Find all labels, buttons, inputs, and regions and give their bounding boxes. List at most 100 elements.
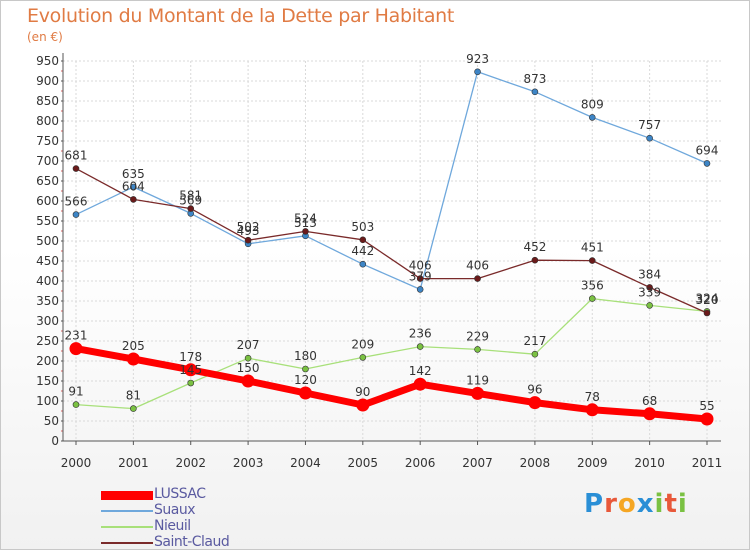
y-tick-label: 550 — [36, 214, 59, 228]
data-point-suaux — [416, 286, 424, 293]
data-label-lussac: 78 — [585, 390, 600, 404]
series-line-saint-claud — [75, 168, 708, 314]
data-label-lussac: 96 — [527, 383, 542, 397]
data-label-saint-claud: 604 — [122, 179, 145, 193]
data-point-saint-claud — [588, 257, 596, 264]
data-point-lussac — [643, 407, 657, 421]
data-label-saint-claud: 524 — [294, 211, 317, 225]
data-point-nieuil — [416, 343, 424, 350]
data-point-lussac — [126, 352, 140, 366]
data-point-saint-claud — [302, 228, 309, 235]
x-tick-label: 2007 — [462, 456, 493, 470]
y-tick-label: 800 — [36, 114, 59, 128]
data-label-nieuil: 180 — [294, 349, 317, 363]
data-point-lussac — [241, 374, 255, 388]
data-point-nieuil — [130, 405, 137, 412]
logo-letter: x — [636, 489, 655, 519]
data-point-lussac — [69, 342, 83, 356]
data-label-suaux: 493 — [237, 224, 260, 238]
y-tick-label: 450 — [36, 254, 59, 268]
y-tick-label: 350 — [36, 294, 59, 308]
series-line-lussac — [75, 345, 708, 423]
data-label-nieuil: 207 — [237, 338, 260, 352]
legend-label: LUSSAC — [154, 486, 206, 502]
data-label-saint-claud: 581 — [179, 189, 202, 203]
series-line-nieuil — [75, 297, 708, 410]
legend-label: Nieuil — [154, 518, 191, 534]
y-tick-label: 700 — [36, 154, 59, 168]
data-label-lussac: 68 — [642, 394, 657, 408]
data-label-lussac: 231 — [65, 329, 88, 343]
legend-swatch — [101, 526, 153, 528]
data-point-lussac — [356, 398, 370, 412]
data-label-lussac: 150 — [237, 361, 260, 375]
data-point-lussac — [413, 377, 427, 391]
logo-letter: P — [584, 489, 605, 519]
data-point-suaux — [703, 160, 711, 167]
data-label-suaux: 566 — [65, 195, 88, 209]
data-label-nieuil: 236 — [409, 327, 432, 341]
data-point-nieuil — [187, 379, 195, 387]
x-tick-label: 2010 — [634, 456, 665, 470]
y-tick-label: 300 — [36, 314, 59, 328]
data-point-suaux — [359, 260, 367, 268]
x-tick-label: 2011 — [692, 456, 723, 470]
data-label-nieuil: 324 — [696, 291, 719, 305]
data-label-lussac: 178 — [179, 350, 202, 364]
x-tick-label: 2004 — [290, 456, 321, 470]
data-point-saint-claud — [703, 309, 711, 317]
data-label-saint-claud: 502 — [237, 220, 260, 234]
data-label-suaux: 569 — [179, 193, 202, 207]
data-label-nieuil: 81 — [126, 389, 141, 403]
x-tick-label: 2002 — [175, 456, 206, 470]
data-point-suaux — [72, 211, 80, 218]
x-tick-label: 2008 — [520, 456, 551, 470]
y-tick-label: 900 — [36, 74, 59, 88]
data-label-lussac: 120 — [294, 373, 317, 387]
data-label-suaux: 635 — [122, 167, 145, 181]
data-point-lussac — [585, 403, 599, 417]
data-point-nieuil — [72, 401, 80, 408]
data-point-nieuil — [359, 354, 367, 361]
data-label-saint-claud: 681 — [65, 149, 88, 163]
data-label-suaux: 513 — [294, 216, 317, 230]
logo-letter: r — [604, 489, 618, 519]
data-point-saint-claud — [187, 205, 195, 212]
y-tick-label: 100 — [36, 394, 59, 408]
data-point-saint-claud — [474, 275, 481, 282]
chart-unit-label: (en €) — [27, 30, 63, 44]
data-label-nieuil: 356 — [581, 279, 604, 293]
data-point-saint-claud — [359, 236, 367, 244]
series-line-suaux — [75, 71, 708, 291]
data-point-nieuil — [302, 365, 309, 373]
data-label-saint-claud: 451 — [581, 241, 604, 255]
legend-swatch — [101, 542, 153, 544]
data-point-saint-claud — [531, 256, 539, 264]
data-label-nieuil: 209 — [351, 337, 374, 351]
y-tick-label: 850 — [36, 94, 59, 108]
data-point-lussac — [471, 386, 485, 400]
y-tick-label: 250 — [36, 334, 59, 348]
data-point-saint-claud — [72, 165, 80, 172]
data-label-lussac: 119 — [466, 373, 489, 387]
legend-label: Suaux — [154, 502, 196, 518]
data-label-suaux: 873 — [523, 72, 546, 86]
logo-letter: t — [664, 489, 678, 519]
x-tick-label: 2009 — [577, 456, 608, 470]
y-tick-label: 650 — [36, 174, 59, 188]
data-point-suaux — [531, 88, 539, 96]
data-point-nieuil — [531, 350, 539, 358]
data-label-saint-claud: 503 — [351, 220, 374, 234]
data-point-suaux — [474, 68, 481, 76]
y-tick-label: 50 — [44, 414, 59, 428]
data-label-suaux: 809 — [581, 97, 604, 111]
data-label-suaux: 694 — [696, 143, 719, 157]
data-point-nieuil — [244, 354, 252, 362]
data-label-nieuil: 145 — [179, 363, 202, 377]
x-tick-label: 2005 — [348, 456, 379, 470]
data-point-lussac — [184, 363, 198, 377]
y-tick-label: 400 — [36, 274, 59, 288]
data-label-nieuil: 339 — [638, 285, 661, 299]
